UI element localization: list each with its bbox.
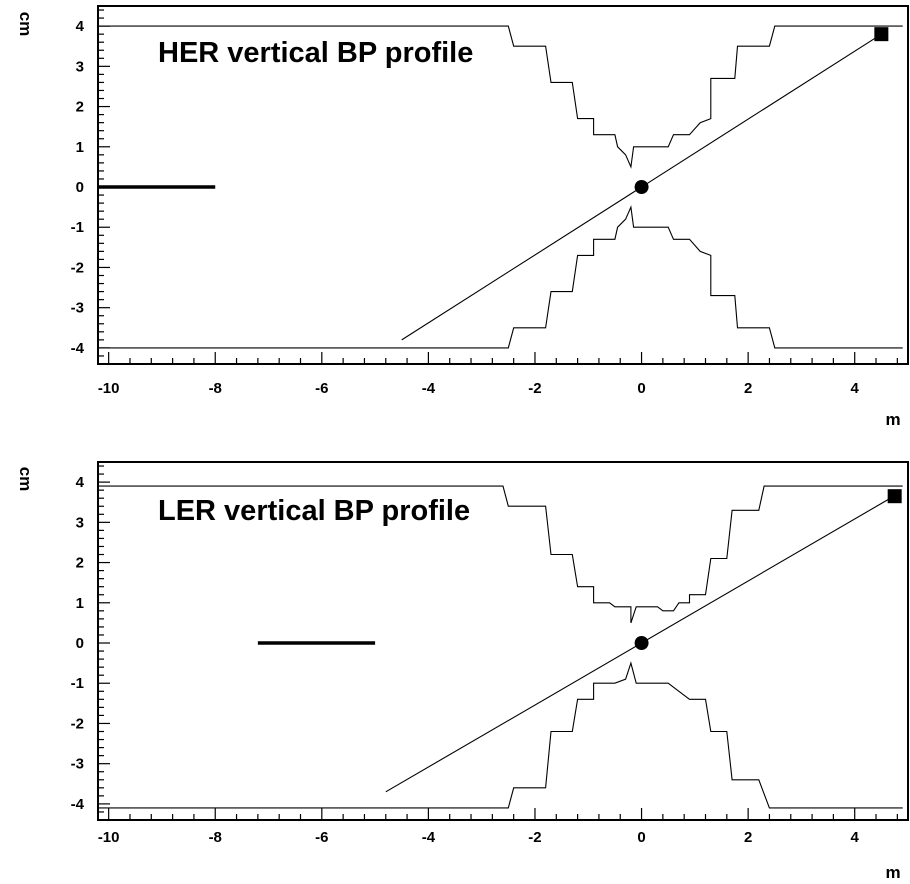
x-tick-label: -6 (315, 829, 328, 846)
x-tick-label: 2 (744, 829, 752, 846)
y-tick-label: 0 (76, 179, 84, 196)
y-tick-label: -3 (71, 756, 84, 773)
y-tick-label: -3 (71, 300, 84, 317)
x-tick-label: 0 (637, 380, 645, 397)
upper-profile-line (98, 485, 903, 624)
circle-marker (634, 180, 649, 195)
plot-frame (97, 5, 909, 365)
x-tick-label: -2 (528, 829, 541, 846)
y-tick-label: -1 (71, 675, 84, 692)
upper-profile-line (98, 25, 903, 169)
y-tick-label: 1 (76, 139, 84, 156)
chart-panel-2: 4 3 2 1 0 -1 -2 -3 -4 -10 -8 -6 -4 -2 0 2 4 LER vertical … (16, 461, 909, 882)
x-tick-label: -4 (422, 829, 436, 846)
x-tick-label: 2 (744, 380, 752, 397)
chart-panel-1: 4 3 2 1 0 -1 -2 -3 -4 -10 -8 -6 -4 -2 0 2 4 HER vertical … (16, 5, 909, 429)
y-tick-label: -1 (71, 219, 84, 236)
chart-title: HER vertical BP profile (158, 37, 473, 69)
lower-profile-line (98, 661, 903, 809)
y-axis-label: cm (16, 12, 35, 37)
y-tick-label: -4 (71, 796, 85, 813)
x-tick-label: -6 (315, 380, 328, 397)
x-tick-label: 4 (851, 829, 860, 846)
y-tick-label: 2 (76, 99, 84, 116)
y-tick-label: 3 (76, 58, 84, 75)
y-tick-label: 2 (76, 555, 84, 572)
x-tick-label: -10 (98, 829, 120, 846)
x-tick-label: -8 (209, 380, 222, 397)
x-tick-label: -2 (528, 380, 541, 397)
y-tick-label: -4 (71, 340, 85, 357)
lower-profile-line (98, 205, 903, 349)
y-tick-label: -2 (71, 715, 84, 732)
y-tick-label: 4 (76, 18, 85, 35)
x-tick-label: -4 (422, 380, 436, 397)
x-tick-label: -8 (209, 829, 222, 846)
y-tick-label: 0 (76, 635, 84, 652)
y-tick-label: -2 (71, 259, 84, 276)
y-tick-label: 1 (76, 595, 84, 612)
y-axis-label: cm (16, 467, 35, 492)
plot-frame (97, 461, 909, 821)
x-axis-label: m (885, 410, 900, 429)
x-tick-label: -10 (98, 380, 120, 397)
square-marker (887, 489, 902, 504)
x-axis-label: m (885, 863, 900, 882)
y-tick-label: 4 (76, 474, 85, 491)
chart-title: LER vertical BP profile (158, 495, 470, 527)
x-tick-label: 0 (637, 829, 645, 846)
x-tick-label: 4 (851, 380, 860, 397)
circle-marker (634, 636, 649, 651)
square-marker (874, 27, 889, 42)
y-tick-label: 3 (76, 514, 84, 531)
